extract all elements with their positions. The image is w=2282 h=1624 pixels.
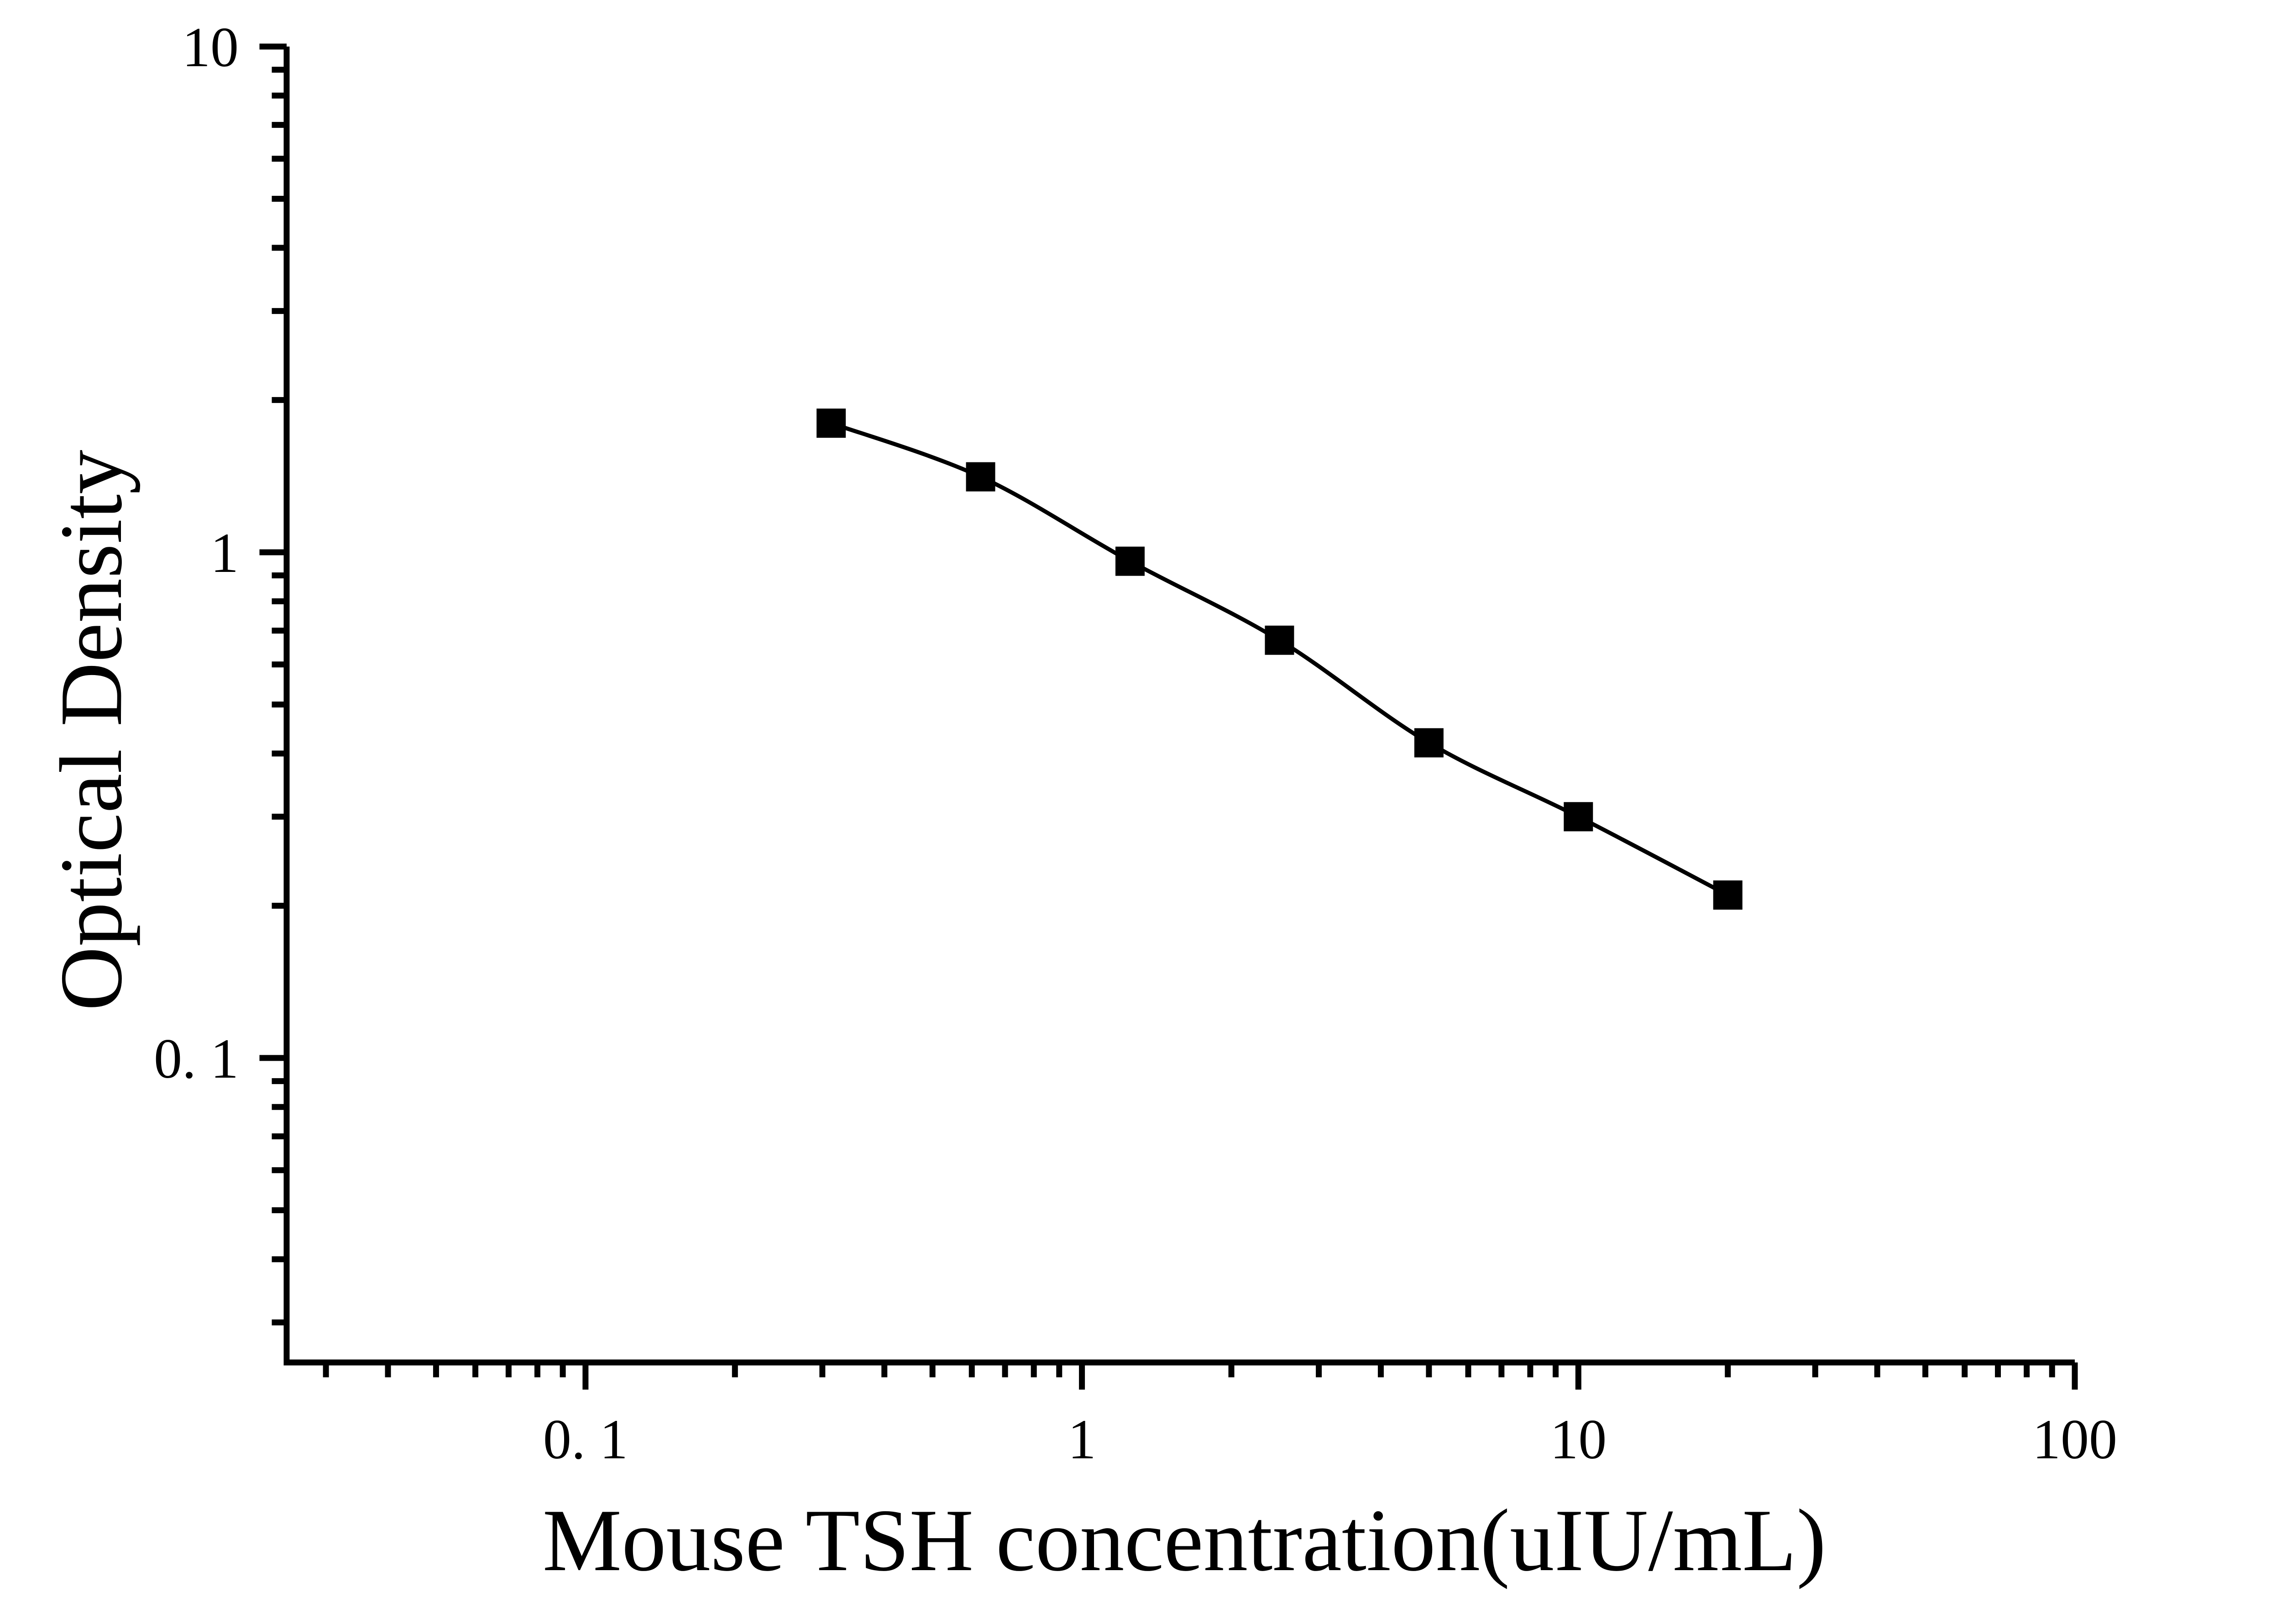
data-point-markers	[816, 409, 1743, 910]
data-point-marker	[1115, 546, 1145, 576]
data-point-marker	[816, 409, 846, 438]
y-axis-title: Optical Density	[42, 450, 141, 1011]
y-tick-label: 0. 1	[154, 1027, 239, 1090]
data-point-marker	[1265, 625, 1294, 655]
y-axis-ticks	[259, 43, 287, 1325]
x-tick-label: 10	[1550, 1408, 1607, 1471]
data-point-marker	[1713, 880, 1743, 910]
data-point-marker	[966, 462, 995, 492]
x-tick-label: 1	[1068, 1408, 1096, 1471]
x-axis-tick-labels: 0. 1 1 10 100	[543, 1408, 2117, 1471]
x-axis-ticks	[323, 1362, 2078, 1390]
y-axis-tick-labels: 10 1 0. 1	[154, 16, 239, 1090]
x-axis-title: Mouse TSH concentration(uIU/mL)	[543, 1491, 1826, 1590]
y-tick-label: 1	[210, 522, 239, 584]
axis-frame	[283, 47, 2075, 1366]
data-point-marker	[1414, 728, 1444, 758]
data-point-marker	[1564, 802, 1593, 832]
x-tick-label: 100	[2032, 1408, 2117, 1471]
x-tick-label: 0. 1	[543, 1408, 628, 1471]
y-tick-label: 10	[182, 16, 239, 79]
